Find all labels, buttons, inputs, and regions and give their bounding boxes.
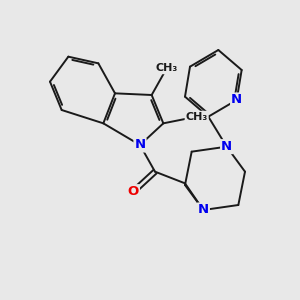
Text: N: N bbox=[231, 94, 242, 106]
Text: CH₃: CH₃ bbox=[185, 112, 208, 122]
Text: N: N bbox=[134, 139, 146, 152]
Text: N: N bbox=[198, 203, 209, 217]
Text: O: O bbox=[128, 185, 139, 198]
Text: CH₃: CH₃ bbox=[155, 63, 178, 73]
Text: N: N bbox=[221, 140, 232, 153]
